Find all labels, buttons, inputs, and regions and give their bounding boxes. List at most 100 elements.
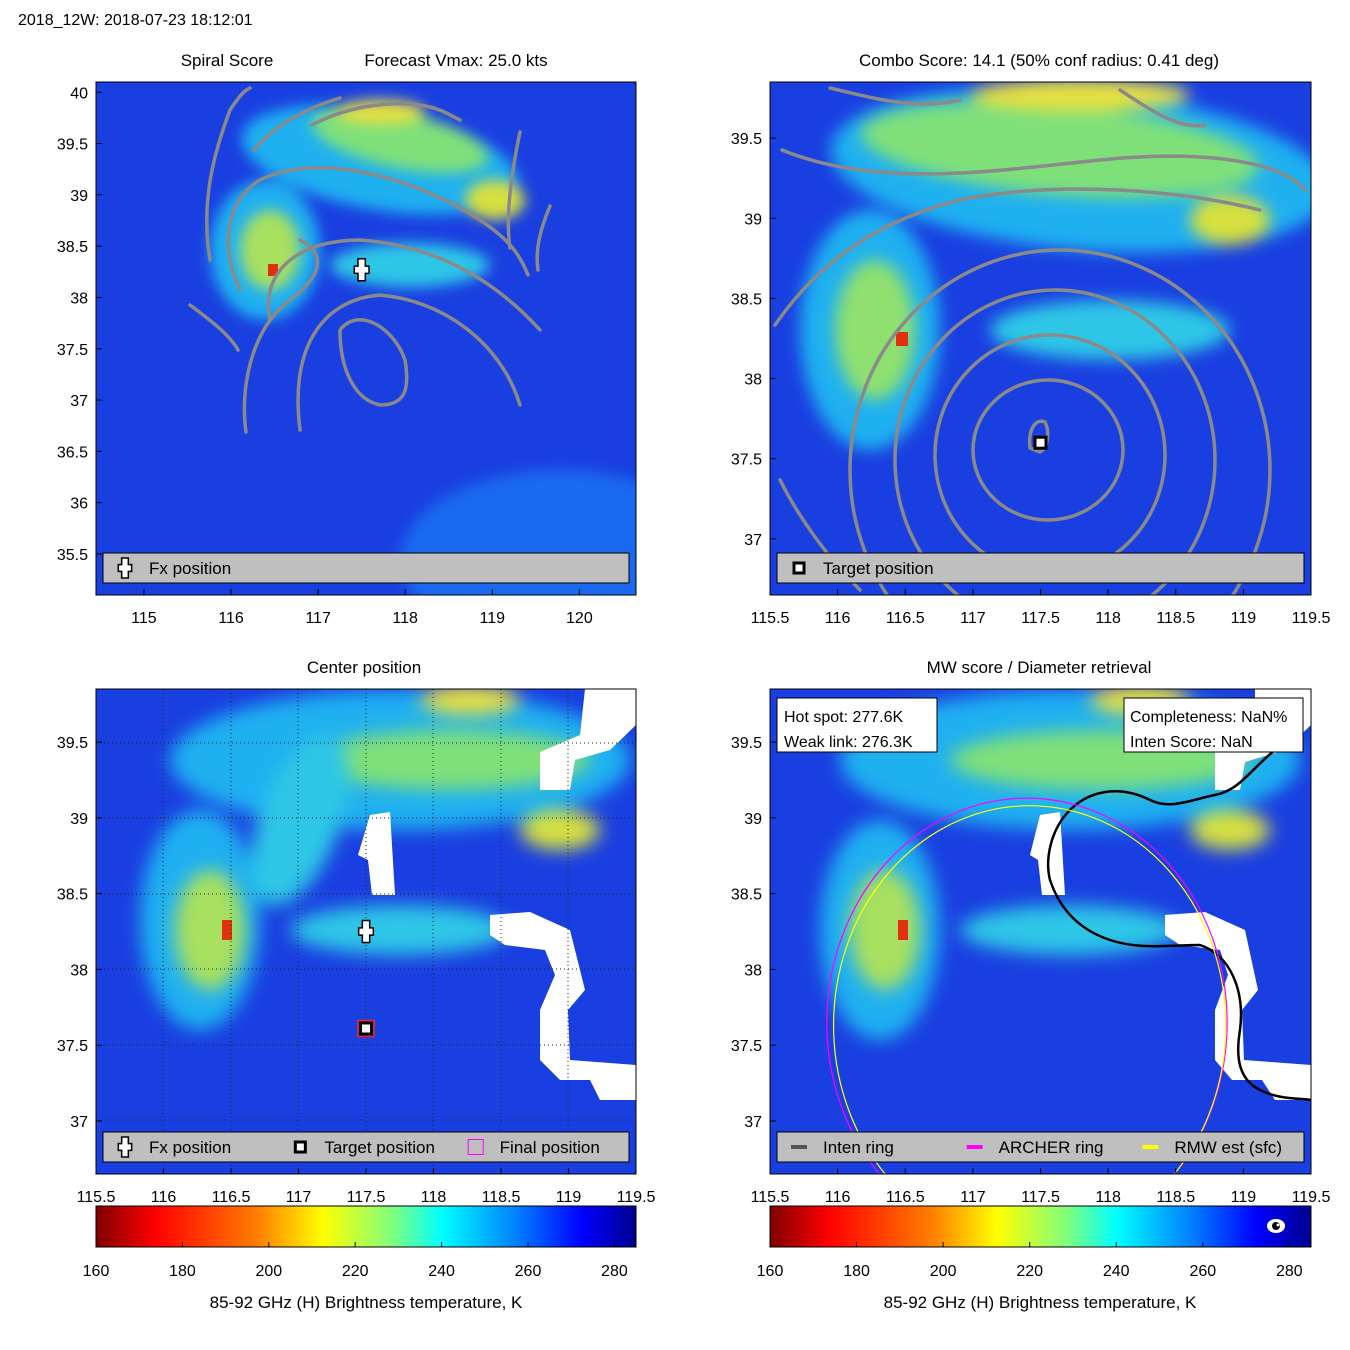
mw-xtick-label: 119 [1231,1189,1257,1206]
spiral-contour-8 [310,101,462,127]
combo-xtick-label: 115.5 [751,610,790,627]
figure-title: 2018_12W: 2018-07-23 18:12:01 [18,12,253,29]
colorbar-right-label: 85-92 GHz (H) Brightness temperature, K [884,1293,1197,1312]
mw-ytick-label: 38.5 [731,887,762,904]
spiral-xtick-label: 116 [218,610,244,627]
combo-legend-box [776,552,1305,584]
colorbar-left-ticks: 160 180 200 220 240 260 280 [83,1242,628,1280]
spiral-contour-4 [296,293,522,432]
colorbar-right-gradient [769,1205,1312,1248]
center-xtick-label: 119.5 [617,1189,656,1206]
center-xtick-label: 118.5 [482,1189,521,1206]
mw-hotspot [898,920,908,940]
spiral-contour-6 [242,238,320,434]
combo-xtick-label: 116.5 [886,610,925,627]
combo-ytick-label: 37.5 [731,452,762,469]
center-xtick-label: 118 [421,1189,447,1206]
mw-land-2 [1030,812,1065,895]
center-target-marker [359,1021,373,1036]
spiral-ytick-label: 36 [70,496,88,513]
center-title: Center position [307,658,421,677]
spiral-xtick-label: 120 [566,610,593,627]
mw-coastline-1 [1046,749,1311,1102]
colorbar-left-gradient [95,1205,637,1248]
center-ytick-label: 39 [70,811,88,828]
combo-band-mid [990,300,1230,360]
mw-legend-label: Inten ring [823,1138,894,1157]
spiral-legend-fx-icon [117,557,133,579]
combo-ytick-label: 38 [744,372,762,389]
center-ytick-label: 38 [70,962,88,979]
mw-ytick-label: 38 [744,962,762,979]
spiral-ytick-label: 38 [70,290,88,307]
mw-ytick-label: 39.5 [731,735,762,752]
cbar-right-tick-label: 160 [757,1263,784,1280]
cbar-left-tick-label: 240 [428,1263,455,1280]
cbar-right-tick-label: 280 [1276,1263,1303,1280]
center-legend-box [102,1131,630,1163]
mw-archer-ring [826,797,1228,1174]
center-band-right [520,810,600,850]
combo-contour-3 [893,288,1217,595]
mw-legend-box [776,1131,1305,1163]
mw-weak-link: Weak link: 276.3K [784,734,913,751]
center-xtick-label: 116 [151,1189,177,1206]
spiral-band-core [311,106,489,174]
cbar-right-tick-label: 260 [1189,1263,1216,1280]
cbar-left-tick-label: 280 [601,1263,628,1280]
center-ytick-label: 37.5 [57,1038,88,1055]
mw-rings [826,797,1228,1174]
combo-xtick-label: 117.5 [1021,610,1060,627]
spiral-markers [353,258,370,282]
cbar-left-tick-label: 160 [83,1263,110,1280]
center-final-marker [357,1019,375,1038]
mw-legend-label: ARCHER ring [999,1138,1104,1157]
mw-land-3 [1165,912,1311,1100]
spiral-ytick-label: 38.5 [57,239,88,256]
mw-legend-label: RMW est (sfc) [1174,1138,1282,1157]
center-land-1 [540,689,636,790]
center-ticks: 115.5 116 116.5 117 117.5 118 118.5 119 119.5 37 3… [57,735,656,1206]
cbar-left-tick-label: 260 [515,1263,542,1280]
mw-rmw-ring [833,805,1227,1174]
center-legend-fx-icon [117,1136,133,1158]
cbar-right-tick-label: 240 [1103,1263,1130,1280]
combo-legend-target-icon [792,561,806,575]
combo-contour-8 [828,86,962,106]
mw-inten-score: Inten Score: NaN [1130,734,1253,751]
combo-ytick-label: 38.5 [731,291,762,308]
center-legend-target-icon [293,1140,307,1154]
combo-contour-4 [848,248,1272,595]
spiral-contour-9 [252,96,342,152]
mw-band-mid [960,905,1180,955]
cbar-right-tick-label: 220 [1016,1263,1043,1280]
spiral-contour-5 [338,318,409,407]
mw-infobox-right-bg [1123,697,1304,753]
spiral-ytick-label: 35.5 [57,547,88,564]
combo-band-top [970,82,1190,111]
center-xtick-label: 117 [286,1189,312,1206]
spiral-contour-10 [506,130,522,250]
center-ytick-label: 37 [70,1114,88,1131]
spiral-band-top [335,100,425,124]
mw-coastline [1046,749,1311,1102]
spiral-ytick-label: 36.5 [57,444,88,461]
spiral-hotspot [268,264,278,276]
center-xtick-label: 115.5 [77,1189,116,1206]
spiral-contour-1 [205,86,252,262]
spiral-contour-7 [188,303,240,352]
center-ytick-label: 39.5 [57,735,88,752]
spiral-band-right [465,180,525,220]
eye-icon [1267,1219,1285,1233]
center-land-3 [490,912,636,1100]
combo-xtick-label: 116 [825,610,851,627]
mw-infobox-left-bg [776,697,938,753]
mw-ytick-label: 37.5 [731,1038,762,1055]
center-xtick-label: 116.5 [212,1189,251,1206]
panel-combo-score: Combo Score: 14.1 (50% conf radius: 0.41… [731,51,1331,627]
center-legend: Fx position Target position Final position [102,1131,630,1163]
mw-xtick-label: 119.5 [1292,1189,1331,1206]
cbar-left-tick-label: 200 [255,1263,282,1280]
center-legend-label: Final position [500,1138,600,1157]
spiral-legend: Fx position [102,552,630,584]
